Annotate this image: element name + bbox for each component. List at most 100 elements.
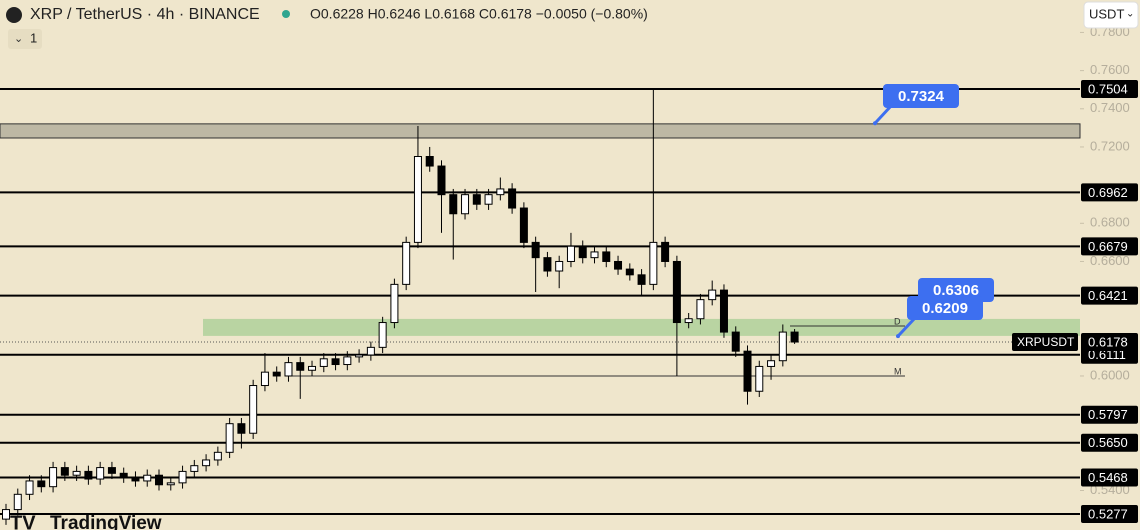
y-tick-label: 0.6000: [1090, 367, 1130, 382]
y-tick-label: 0.7600: [1090, 62, 1130, 77]
candle-body: [637, 274, 646, 285]
candle-body: [672, 260, 681, 324]
candle-body: [743, 350, 752, 392]
candle-body: [461, 194, 470, 215]
candle-body: [625, 268, 634, 276]
candle-body: [107, 467, 116, 474]
level-label: 0.6962: [1088, 185, 1128, 200]
level-tag: [1081, 433, 1138, 452]
level-label: 0.5277: [1088, 506, 1128, 521]
candle-body: [602, 251, 611, 262]
candle-body: [190, 465, 199, 472]
candle-body: [366, 346, 375, 356]
callout-pointer: [896, 316, 917, 338]
y-tick-label: 0.7200: [1090, 138, 1130, 153]
candle-body: [649, 241, 658, 285]
level-label: 0.6679: [1088, 239, 1128, 254]
candle-body: [472, 194, 481, 205]
status-dot: [282, 10, 290, 18]
candle-body: [778, 331, 787, 362]
pivot-label: D: [894, 316, 901, 326]
currency: USDT: [1089, 6, 1124, 21]
y-tick-label: 0.6600: [1090, 253, 1130, 268]
candle-body: [25, 480, 34, 495]
callout-label: 0.6306: [933, 282, 979, 299]
candle-body: [519, 207, 528, 243]
candle-body: [143, 474, 152, 482]
candle-body: [296, 362, 305, 371]
price-tag: [1081, 333, 1138, 352]
candle-body: [355, 354, 364, 358]
ohlc: O0.6228 H0.6246 L0.6168 C0.6178 −0.0050 …: [310, 6, 648, 22]
brand: TV TradingView: [10, 512, 162, 530]
zone: [203, 318, 1080, 336]
callout-box: [883, 84, 959, 108]
chevron: ⌄: [1126, 9, 1134, 20]
level-tag: [1081, 237, 1138, 256]
candle-body: [543, 257, 552, 272]
candle-body: [260, 371, 269, 387]
candle-body: [237, 423, 246, 434]
callout-pointer: [873, 104, 893, 125]
zone: [0, 123, 1081, 139]
candle-body: [249, 385, 258, 434]
candle-body: [72, 470, 81, 476]
candle-body: [13, 493, 22, 511]
candle-body: [2, 509, 10, 520]
candle-body: [131, 476, 140, 482]
level-label: 0.7504: [1088, 81, 1128, 96]
level-tag: [1081, 286, 1138, 305]
header: XRP / TetherUS · 4h · BINANCE O0.6228 H0…: [6, 1, 1139, 49]
candle-body: [661, 241, 670, 262]
candle-body: [437, 165, 446, 196]
candle-body: [731, 331, 740, 352]
candle-body: [319, 358, 328, 367]
level-label: 0.5468: [1088, 470, 1128, 485]
candle-body: [331, 358, 340, 366]
candle-body: [213, 451, 222, 461]
candle-body: [684, 318, 693, 324]
y-tick-label: 0.6800: [1090, 215, 1130, 230]
candle-body: [531, 241, 540, 259]
pivot-label: M: [894, 366, 902, 376]
candle-body: [449, 194, 458, 215]
candle-body: [696, 299, 705, 320]
symbol-tag: [1012, 333, 1078, 352]
level-label: 0.5797: [1088, 407, 1128, 422]
candle-body: [484, 194, 493, 205]
candle-body: [202, 459, 211, 467]
candle-body: [225, 423, 234, 453]
candle-body: [343, 356, 352, 366]
candle-body: [60, 467, 69, 476]
brand-name: TradingView: [50, 513, 162, 530]
candle-body: [84, 470, 93, 480]
candle-body: [719, 289, 728, 333]
candle-body: [767, 360, 776, 367]
callout-anchor: [873, 121, 877, 126]
level-tag: [1081, 405, 1138, 424]
candle-body: [413, 155, 422, 243]
currency-select[interactable]: [1083, 1, 1139, 29]
candle-body: [119, 472, 128, 478]
candle-body: [178, 470, 187, 484]
symbol-title: XRP / TetherUS · 4h · BINANCE: [30, 6, 260, 23]
candle-body: [49, 467, 58, 488]
candle-body: [578, 245, 587, 259]
candle-body: [790, 331, 799, 343]
indicator-count: 1: [30, 30, 37, 45]
candle-body: [378, 322, 387, 348]
chevron: ⌄: [14, 33, 23, 45]
candle-body: [155, 474, 164, 486]
candle-body: [708, 289, 717, 301]
candle-body: [37, 480, 46, 488]
brand-logo: TV: [10, 512, 36, 530]
candle-body: [508, 188, 517, 209]
level-label: 0.5650: [1088, 435, 1128, 450]
candle-body: [555, 260, 564, 272]
indicator-toggle[interactable]: [8, 29, 42, 49]
level-tag: [1081, 183, 1138, 202]
candle-body: [272, 371, 281, 377]
callout-label: 0.6209: [922, 300, 968, 317]
